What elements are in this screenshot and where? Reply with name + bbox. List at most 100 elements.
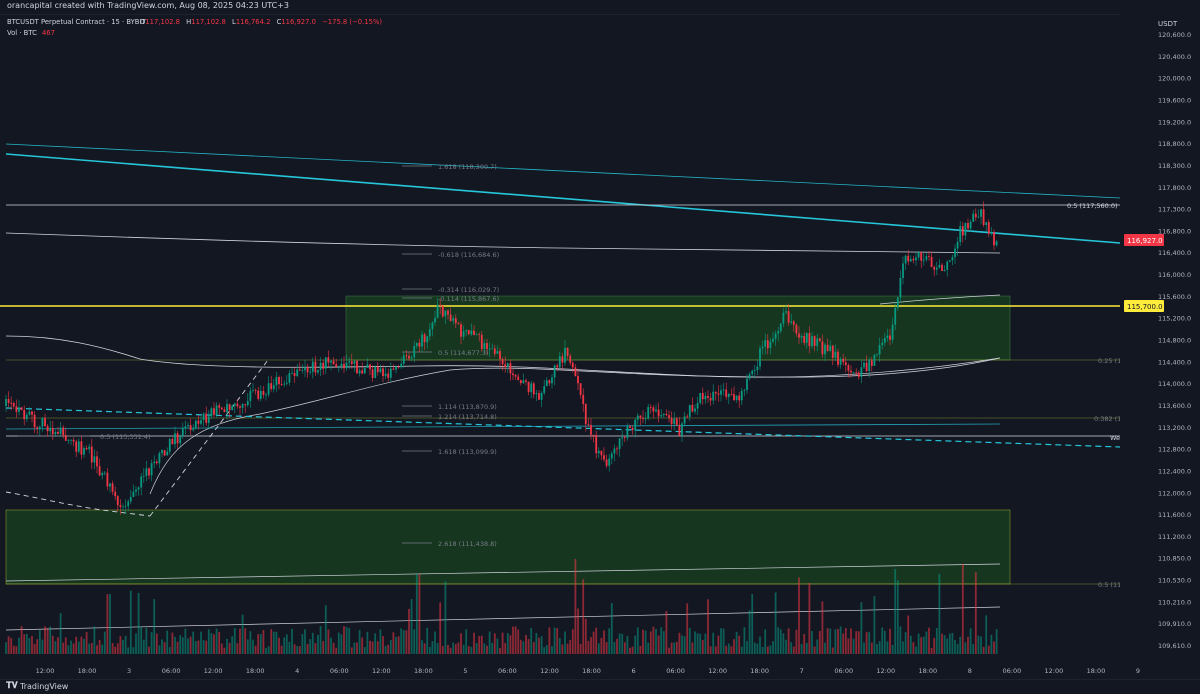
volume-bar <box>135 633 137 654</box>
candle-body <box>96 456 98 467</box>
candle-body <box>857 372 860 377</box>
candle-body <box>374 366 377 378</box>
candle-body <box>369 364 371 370</box>
time-tick: 12:00 <box>1045 667 1064 675</box>
candle-body <box>98 466 101 476</box>
volume-bar <box>129 590 132 654</box>
time-tick: 06:00 <box>1003 667 1022 675</box>
candle-body <box>636 415 639 420</box>
volume-bar <box>376 641 379 654</box>
volume-bar <box>7 636 10 654</box>
candle-body <box>930 256 933 268</box>
volume-bar <box>995 629 998 654</box>
volume-bar <box>220 643 223 654</box>
volume-bar <box>774 592 777 654</box>
candle-body <box>317 369 319 373</box>
candle-body <box>584 403 587 425</box>
volume-bar <box>816 639 819 654</box>
candle-body <box>933 267 936 270</box>
volume-bar <box>387 644 390 654</box>
candle-body <box>766 340 769 349</box>
time-tick: 7 <box>800 667 804 675</box>
volume-bar <box>928 627 930 654</box>
volume-bar <box>826 628 829 654</box>
volume-bar <box>779 629 782 654</box>
volume-bar <box>857 631 860 654</box>
volume-bar <box>636 627 639 654</box>
candle-body <box>517 376 520 381</box>
vwap-upper-curve <box>5 232 1001 254</box>
price-tick: 109,910.0 <box>1158 620 1191 628</box>
volume-bar <box>291 628 293 654</box>
candle-body <box>704 395 707 400</box>
candle-body <box>288 373 291 383</box>
vwap-mid-curve <box>5 335 1001 378</box>
volume-bar <box>839 626 842 654</box>
volume-bar <box>410 599 413 654</box>
volume-bar <box>681 635 683 654</box>
volume-bar <box>564 631 566 654</box>
volume-bar <box>309 639 312 654</box>
candle-body <box>496 351 499 354</box>
volume-bar <box>327 629 330 654</box>
candle-body <box>761 346 764 349</box>
volume-bar <box>358 630 361 654</box>
chart-canvas[interactable]: 1.618 (118,300.7) -0.618 (116,684.6) -0.… <box>0 14 1200 679</box>
volume-bar <box>122 639 124 654</box>
volume-bar <box>80 636 83 654</box>
candle-body <box>119 505 122 507</box>
volume-bar <box>532 642 535 654</box>
vwap-cross-curve <box>149 357 1001 495</box>
candle-body <box>493 348 496 354</box>
price-tick: 113,600.0 <box>1158 402 1191 410</box>
volume-bar <box>44 626 46 654</box>
time-tick: 12:00 <box>204 667 223 675</box>
candle-body <box>135 489 137 492</box>
candle-body <box>174 433 176 445</box>
candle-body <box>59 427 62 434</box>
volume-bar <box>475 643 478 654</box>
volume-bar <box>553 627 556 654</box>
volume-bar <box>205 640 208 654</box>
volume-bar <box>187 638 189 654</box>
volume-bar <box>265 647 267 654</box>
thin-trendline <box>5 143 1121 199</box>
vol-label: Vol · BTC <box>7 29 37 37</box>
volume-bar <box>603 630 605 654</box>
volume-bar <box>444 581 447 654</box>
candle-body <box>387 373 390 378</box>
candle-body <box>418 342 421 347</box>
candle-body <box>291 373 293 374</box>
candle-body <box>38 426 41 429</box>
candle-body <box>309 371 312 373</box>
volume-bar <box>447 644 449 654</box>
volume-bar <box>197 640 200 654</box>
candle-body <box>530 383 533 393</box>
price-axis[interactable]: USDT 120,600.0 120,400.0 120,000.0 119,600.… <box>1120 14 1200 679</box>
volume-bar <box>415 574 418 654</box>
candle-body <box>93 456 96 463</box>
chart-area[interactable]: 1.618 (118,300.7) -0.618 (116,684.6) -0.… <box>0 14 1200 679</box>
l-label: L <box>232 18 236 26</box>
o-label: O <box>140 18 145 26</box>
volume-bar <box>132 647 135 654</box>
volume-bar <box>395 636 397 654</box>
candle-body <box>57 431 59 434</box>
symbol-title: BTCUSDT Perpetual Contract · 15 · BYBIT <box>7 18 146 26</box>
volume-bar <box>228 642 231 654</box>
candle-body <box>5 399 7 406</box>
candle-body <box>587 424 590 425</box>
candle-body <box>977 216 980 218</box>
volume-bar <box>987 645 990 654</box>
volume-bar <box>317 634 319 654</box>
candle-body <box>623 437 626 439</box>
candle-body <box>223 409 226 413</box>
candle-body <box>457 323 460 325</box>
volume-bar <box>285 634 288 654</box>
volume-bar <box>982 646 985 654</box>
candle-body <box>818 338 821 342</box>
time-axis[interactable]: 12:00 18:00 3 06:00 12:00 18:00 4 06:00 12:00 18:… <box>36 667 1140 675</box>
volume-bar <box>488 631 491 654</box>
price-tick: 120,000.0 <box>1158 75 1191 83</box>
volume-bar <box>824 642 826 654</box>
